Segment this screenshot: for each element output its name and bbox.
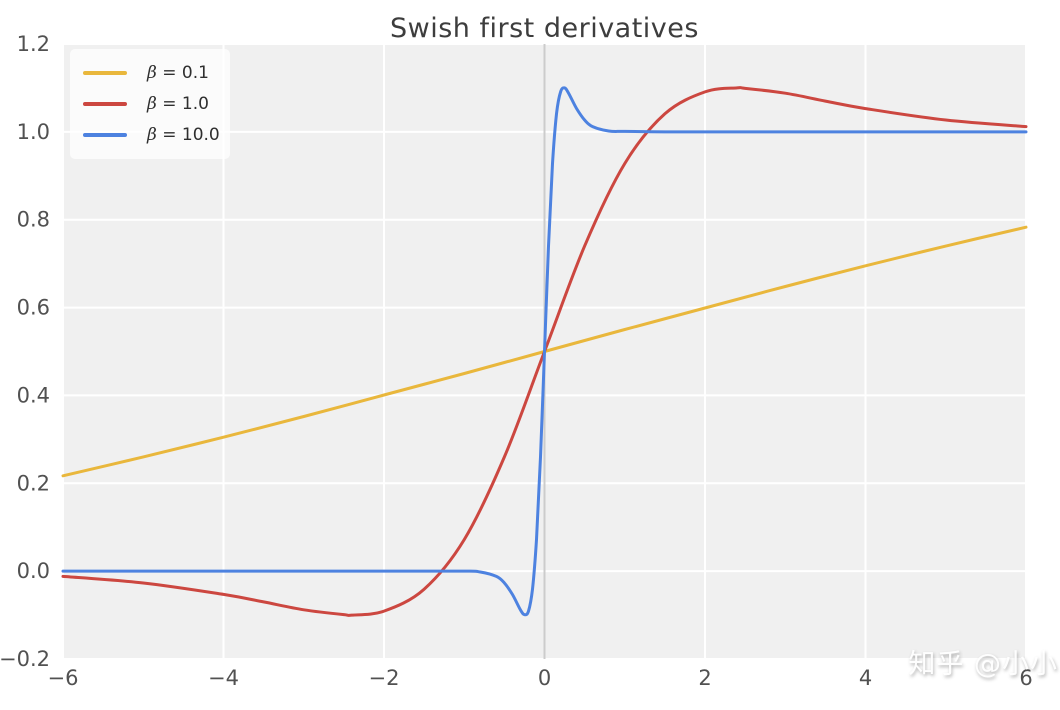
legend-value: = 1.0 (156, 94, 209, 114)
y-tick-label: 1.2 (17, 32, 50, 56)
legend-line-swatch-beta-0.1 (83, 71, 127, 75)
x-tick-label: −4 (208, 666, 239, 690)
y-tick-label: 0.0 (17, 559, 50, 583)
y-tick-label: 1.0 (17, 120, 50, 144)
legend-line-swatch-beta-10.0 (83, 133, 127, 137)
legend-item-beta-1.0: β = 1.0 (83, 93, 230, 115)
y-tick-label: 0.4 (17, 383, 50, 407)
x-tick-label: 0 (538, 666, 551, 690)
legend-item-beta-0.1: β = 0.1 (83, 62, 230, 84)
legend-label-beta-10.0: β = 10.0 (147, 125, 220, 145)
y-tick-label: −0.2 (0, 647, 50, 671)
y-tick-label: 0.2 (17, 471, 50, 495)
x-tick-label: 6 (1019, 666, 1032, 690)
legend-label-beta-0.1: β = 0.1 (147, 63, 209, 83)
x-tick-label: −6 (48, 666, 79, 690)
y-tick-label: 0.6 (17, 296, 50, 320)
legend-label-beta-1.0: β = 1.0 (147, 94, 209, 114)
legend-item-beta-10.0: β = 10.0 (83, 124, 230, 146)
legend-line-swatch-beta-1.0 (83, 102, 127, 106)
x-tick-label: 2 (698, 666, 711, 690)
y-tick-label: 0.8 (17, 208, 50, 232)
legend-value: = 10.0 (156, 125, 220, 145)
legend: β = 0.1 β = 1.0 β = 10.0 (70, 49, 230, 159)
x-tick-label: 4 (859, 666, 872, 690)
series-line-beta-10.0 (61, 86, 1028, 617)
x-tick-label: −2 (369, 666, 400, 690)
beta-symbol: β (147, 63, 157, 83)
beta-symbol: β (147, 94, 157, 114)
beta-symbol: β (147, 125, 157, 145)
legend-value: = 0.1 (156, 63, 209, 83)
chart-title: Swish first derivatives (390, 13, 699, 44)
watermark: 知乎 @小小 (908, 649, 1058, 680)
